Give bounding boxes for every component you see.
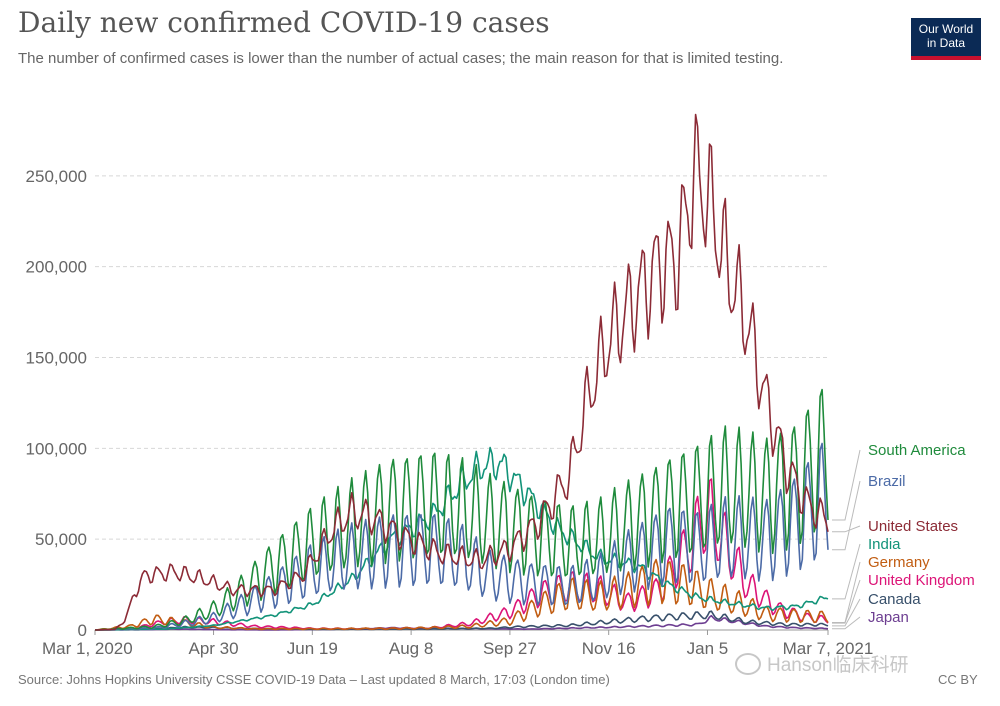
x-tick-label: Sep 27 [483, 639, 537, 658]
y-tick-label: 150,000 [26, 349, 87, 368]
legend-connector [832, 598, 861, 627]
legend-label-brazil: Brazil [868, 473, 906, 490]
series-germany [94, 558, 829, 631]
legend-label-united-states: United States [868, 518, 958, 535]
legend-label-germany: Germany [868, 554, 930, 571]
series-south-america [94, 388, 829, 631]
series-india [95, 446, 829, 631]
legend-connector [832, 579, 861, 624]
watermark-text: Hanson临床科研 [767, 655, 909, 676]
wechat-icon [735, 652, 761, 675]
source-note: Source: Johns Hopkins University CSSE CO… [18, 672, 610, 687]
x-tick-label: Jan 5 [687, 639, 729, 658]
x-tick-label: Mar 1, 2020 [42, 639, 133, 658]
legend-label-japan: Japan [868, 609, 909, 626]
legend-label-south-america: South America [868, 442, 966, 459]
y-tick-label: 0 [78, 621, 87, 640]
chart-title: Daily new confirmed COVID-19 cases [18, 6, 550, 39]
license-link[interactable]: CC BY [938, 672, 978, 687]
legend-connector [832, 525, 861, 533]
legend-label-canada: Canada [868, 591, 921, 608]
series-united-states [94, 113, 829, 631]
legend-connector [832, 449, 861, 521]
x-tick-label: Mar 7, 2021 [783, 639, 874, 658]
chart-subtitle: The number of confirmed cases is lower t… [18, 50, 784, 67]
y-tick-label: 50,000 [35, 530, 87, 549]
x-tick-label: Jun 19 [287, 639, 338, 658]
series-united-kingdom [94, 478, 829, 631]
x-tick-label: Nov 16 [582, 639, 636, 658]
series-brazil [95, 442, 829, 631]
legend-connector [832, 616, 861, 630]
y-tick-label: 250,000 [26, 167, 87, 186]
logo-line-2: in Data [926, 36, 966, 50]
y-tick-label: 100,000 [26, 439, 87, 458]
owid-logo[interactable]: Our World in Data [911, 18, 981, 60]
x-tick-label: Aug 8 [389, 639, 433, 658]
legend-label-india: India [868, 536, 901, 553]
x-tick-label: Apr 30 [188, 639, 238, 658]
logo-line-1: Our World [918, 22, 974, 36]
legend-connector [832, 543, 861, 600]
watermark: Hanson临床科研 [735, 650, 909, 677]
legend-connector [832, 480, 861, 551]
legend-label-united-kingdom: United Kingdom [868, 572, 975, 589]
y-tick-label: 200,000 [26, 258, 87, 277]
